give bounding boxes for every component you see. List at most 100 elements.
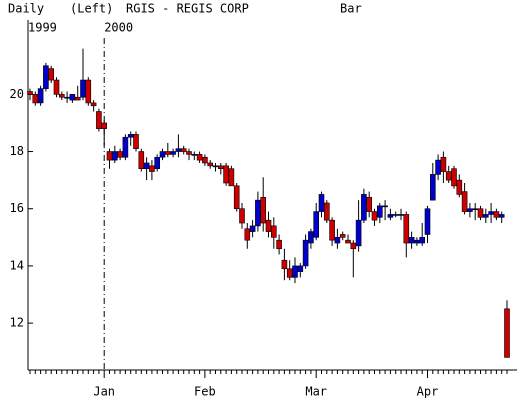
candle-body bbox=[355, 219, 362, 247]
candle-body bbox=[143, 162, 150, 169]
candle-body bbox=[318, 194, 325, 212]
candle-body bbox=[323, 202, 330, 221]
candle-body bbox=[456, 179, 463, 195]
candle-body bbox=[233, 185, 240, 210]
candle-body bbox=[286, 268, 293, 278]
candle-body bbox=[101, 122, 107, 129]
candle-body bbox=[228, 168, 235, 187]
candle-body bbox=[498, 214, 505, 218]
candle-body bbox=[270, 225, 277, 238]
chart-title: RGIS - REGIS CORP bbox=[126, 2, 249, 16]
candle-body bbox=[255, 199, 261, 227]
candle-body bbox=[159, 151, 166, 158]
candle-body bbox=[43, 65, 49, 89]
candle-body bbox=[445, 171, 452, 181]
candle-body bbox=[408, 237, 415, 244]
candle-body bbox=[80, 79, 86, 98]
candle-body bbox=[96, 111, 102, 129]
candle-body bbox=[387, 214, 394, 218]
candle-body bbox=[37, 88, 44, 104]
candle-body bbox=[212, 165, 219, 168]
year-label: 1999 bbox=[28, 21, 57, 35]
axis-side-label: (Left) bbox=[70, 2, 113, 16]
candle-body bbox=[339, 234, 346, 238]
candle-body bbox=[27, 91, 33, 95]
candle-body bbox=[451, 168, 457, 187]
candle-body bbox=[281, 259, 288, 270]
candle-body bbox=[69, 94, 76, 101]
candle-body bbox=[461, 191, 468, 212]
candle-body bbox=[398, 214, 404, 216]
candle-body bbox=[191, 154, 198, 156]
candle-body bbox=[106, 151, 113, 161]
candle-body bbox=[504, 308, 510, 358]
candle-body bbox=[127, 134, 134, 138]
period-label: Daily bbox=[8, 2, 44, 16]
candle-body bbox=[313, 211, 320, 238]
candle-body bbox=[170, 151, 176, 155]
candle-body bbox=[334, 237, 341, 244]
candle-body bbox=[435, 159, 441, 175]
x-tick-label: Mar bbox=[305, 385, 327, 399]
candle-body bbox=[239, 208, 245, 224]
candle-body bbox=[112, 151, 118, 161]
candle-body bbox=[133, 134, 139, 149]
year-label: 2000 bbox=[104, 21, 133, 35]
candle-body bbox=[154, 156, 160, 169]
candle-body bbox=[223, 165, 229, 184]
candle-body bbox=[493, 211, 500, 218]
candle-body bbox=[376, 205, 383, 218]
style-label: Bar bbox=[340, 2, 362, 16]
candle-body bbox=[260, 196, 267, 224]
candle-body bbox=[297, 265, 304, 272]
candle-body bbox=[64, 96, 70, 99]
candle-body bbox=[85, 79, 92, 104]
candle-body bbox=[244, 228, 251, 241]
y-tick-label: 12 bbox=[10, 316, 24, 330]
candle-body bbox=[403, 214, 410, 244]
candle-body bbox=[180, 148, 187, 152]
candle-body bbox=[175, 148, 182, 152]
candle-body bbox=[361, 194, 367, 221]
candle-body bbox=[382, 205, 388, 208]
candle-body bbox=[467, 208, 473, 212]
candle-body bbox=[138, 151, 145, 169]
candle-body bbox=[488, 211, 494, 215]
candle-body bbox=[48, 68, 55, 81]
candle-body bbox=[302, 239, 309, 267]
candle-body bbox=[196, 154, 203, 161]
candle-body bbox=[32, 94, 39, 104]
candle-body bbox=[329, 219, 335, 241]
candle-body bbox=[186, 151, 192, 155]
x-tick-label: Apr bbox=[417, 385, 439, 399]
candle-body bbox=[74, 96, 81, 101]
candle-body bbox=[424, 208, 431, 235]
candle-body bbox=[90, 102, 97, 107]
candle-body bbox=[207, 162, 213, 167]
candle-body bbox=[419, 237, 426, 244]
candle-body bbox=[276, 239, 282, 250]
candle-body bbox=[477, 208, 484, 218]
candle-body bbox=[249, 225, 256, 232]
candle-body bbox=[149, 165, 155, 172]
y-tick-label: 18 bbox=[10, 144, 24, 158]
candle-body bbox=[482, 214, 489, 218]
candle-body bbox=[371, 211, 378, 221]
candle-body bbox=[429, 174, 436, 201]
y-tick-label: 20 bbox=[10, 87, 24, 101]
candle-body bbox=[308, 231, 314, 244]
candle-body bbox=[366, 196, 373, 212]
candle-body bbox=[202, 156, 208, 164]
candle-body bbox=[218, 165, 224, 169]
candle-body bbox=[122, 136, 129, 158]
y-tick-label: 16 bbox=[10, 201, 24, 215]
candle-body bbox=[117, 151, 123, 158]
x-tick-label: Jan bbox=[93, 385, 115, 399]
candle-body bbox=[53, 79, 60, 95]
y-tick-label: 14 bbox=[10, 258, 24, 272]
candle-body bbox=[472, 208, 479, 211]
candle-body bbox=[58, 94, 65, 98]
candle-body bbox=[265, 219, 272, 232]
candle-body bbox=[345, 239, 351, 244]
